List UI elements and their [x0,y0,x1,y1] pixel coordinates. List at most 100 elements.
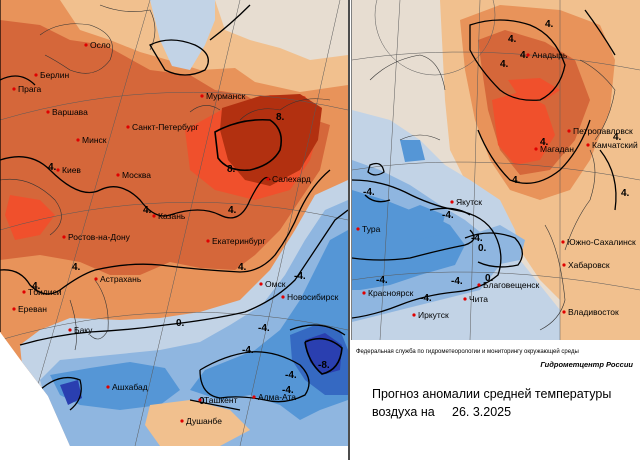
isoline-label: 4. [143,205,152,216]
city-label: Алма-Ата [258,392,296,402]
isoline-label: -4. [242,345,254,356]
right-map-panel: 4.4.4.4.4.4.0.0.-4.-4.-4.-4.-4.-4.4.4. А… [352,0,640,340]
isoline-label: 4. [613,132,622,143]
city-marker [567,129,571,133]
city-marker [356,227,360,231]
taimyr-cool-mid-zone [400,140,425,162]
agency-line: Федеральная служба по гидрометеорологии … [356,348,579,355]
isoline-label: -8. [318,360,330,371]
city-label: Благовещенск [483,280,540,290]
city-label: Санкт-Петербург [132,122,199,132]
city-label: Чита [469,294,488,304]
caption-block: Федеральная служба по гидрометеорологии … [356,348,633,419]
city-label: Петропавловск [573,126,633,136]
right-isoline-labels: 4.4.4.4.4.4.0.0.-4.-4.-4.-4.-4.-4.4.4. [363,19,630,304]
city-label: Минск [82,135,107,145]
city-marker [12,87,16,91]
city-label: Ашхабад [112,382,148,392]
isoline-label: 4. [228,205,237,216]
isoline-label: 0. [176,318,185,329]
central-asia-cool-mid-zone [50,362,180,410]
city-marker [56,168,60,172]
isoline-label: 4. [540,137,549,148]
isoline-label: 0. [199,396,208,407]
siberia-right-cool-mid-zone [352,190,465,290]
city-marker [94,277,98,281]
kolyma-warm-high-zone [492,92,555,165]
isoline-label: 8. [227,164,236,175]
city-label: Душанбе [186,416,222,426]
isoline-label: 4. [508,34,517,45]
city-label: Мурманск [206,91,246,101]
isoline-label: -4. [471,233,483,244]
city-marker [116,173,120,177]
city-marker [412,313,416,317]
city-marker [477,283,481,287]
south-light-zone [145,400,250,446]
isoline-label: 4. [32,281,41,292]
city-label: Якутск [456,197,482,207]
city-label: Берлин [40,70,69,80]
city-marker [266,177,270,181]
city-marker [252,395,256,399]
city-label: Киев [62,165,81,175]
city-label: Анадырь [532,50,568,60]
arctic-neutral-zone [215,0,348,60]
city-marker [200,94,204,98]
left-coastlines [0,4,331,351]
city-label: Южно-Сахалинск [567,237,636,247]
map-title-line1: Прогноз аномалии средней температуры [372,387,611,401]
isoline-label: 4. [238,262,247,273]
city-label: Ростов-на-Дону [68,232,131,242]
forecast-date: 26. 3.2025 [452,405,511,419]
city-label: Магадан [540,144,574,154]
isoline-label: -4. [363,187,375,198]
city-marker [463,297,467,301]
city-marker [561,240,565,244]
isoline-label: -4. [285,370,297,381]
city-label: Осло [90,40,111,50]
isoline-label: 4. [545,19,554,30]
city-marker [362,291,366,295]
yakutia-cool-mid-zone [395,205,445,240]
ural-warm-strong-zone [220,94,322,186]
city-marker [206,239,210,243]
city-label: Астрахань [100,274,142,284]
city-label: Ереван [18,304,47,314]
city-marker [46,110,50,114]
city-label: Камчатский [592,140,638,150]
city-marker [34,73,38,77]
isoline-label: -4. [282,385,294,396]
isoline-label: -4. [442,210,454,221]
map-title-prefix: воздуха на [372,405,435,419]
city-marker [198,398,202,402]
right-coastlines [369,54,616,331]
city-label: Прага [18,84,41,94]
city-label: Тура [362,224,381,234]
city-label: Тбилиси [28,287,62,297]
city-label: Ташкент [204,395,238,405]
isoline-label: -4. [376,275,388,286]
city-marker [281,295,285,299]
left-city-labels: Осло Берлин Прага Варшава Минск Киев Санкт-Пет… [12,40,339,426]
city-label: Владивосток [568,307,619,317]
agency-name: Гидрометцентр России [540,360,633,369]
left-isoline-labels: 4. 4. 4. 4. 4. 4. 8. 8. 0. -4. -4. -4. -4. -4. -8. 0. [32,112,330,407]
city-marker [12,307,16,311]
kamchatka-warm-high-zone [508,78,560,100]
isoline-label: 0. [478,243,487,254]
left-contours [0,4,348,411]
isoline-label: -4. [258,323,270,334]
caspian-cold-zone [60,380,82,405]
isoline-label: 4. [48,162,57,173]
isoline-label: 8. [276,112,285,123]
city-label: Казань [158,211,186,221]
city-label: Москва [122,170,151,180]
city-marker [180,419,184,423]
isoline-label: -4. [451,276,463,287]
city-marker [126,125,130,129]
isoline-label: 0. [485,273,494,284]
city-label: Салехард [272,174,311,184]
left-graticule [0,0,348,446]
